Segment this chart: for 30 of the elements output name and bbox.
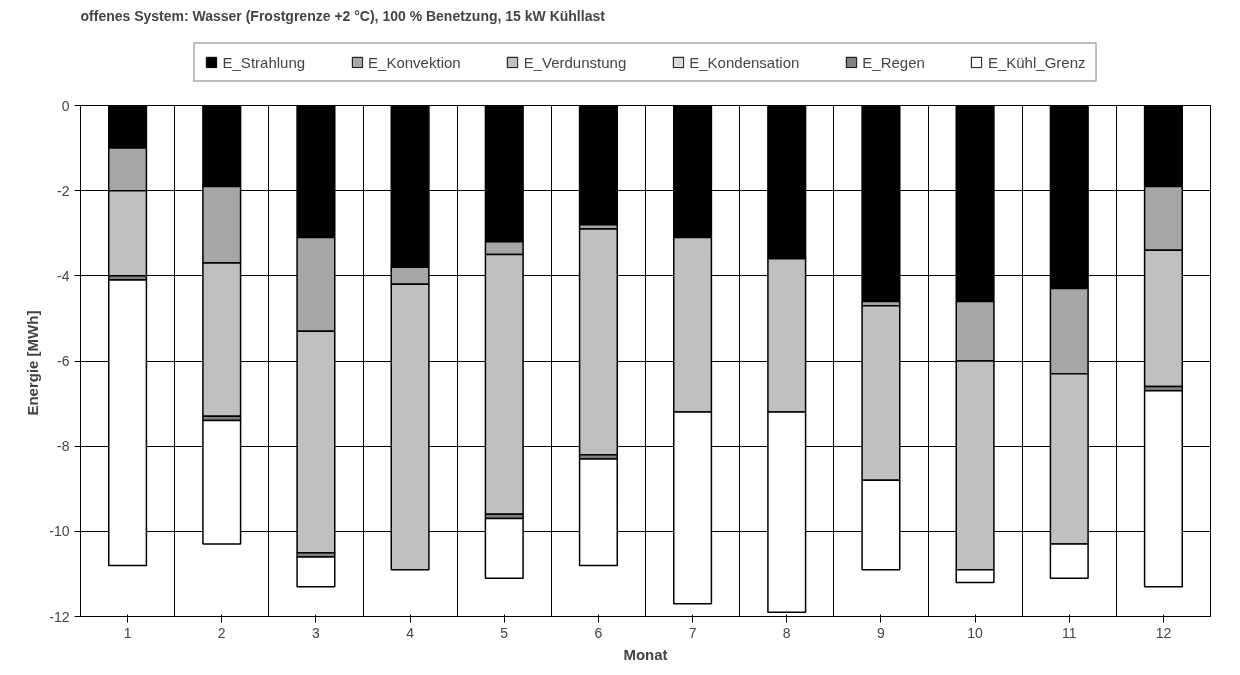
chart-title: offenes System: Wasser (Frostgrenze +2 °C), 100 % Benetzung, 15 kW Kühllast <box>80 7 606 24</box>
y-tick-label: -2 <box>57 182 70 199</box>
legend-label: E_Konvektion <box>368 53 461 70</box>
x-tick-label: 6 <box>594 624 603 641</box>
legend-label: E_Kühl_Grenz <box>987 53 1086 70</box>
y-tick-label: -10 <box>49 523 70 540</box>
x-tick-label: 7 <box>688 624 697 641</box>
bar <box>296 556 336 588</box>
bar <box>578 228 618 456</box>
x-tick-label: 5 <box>500 624 509 641</box>
x-axis-title: Monat <box>623 645 668 663</box>
x-tick-label: 10 <box>967 624 984 641</box>
x-tick-label: 4 <box>406 624 415 641</box>
y-tick-label: -4 <box>57 267 70 284</box>
y-tick-label: -8 <box>57 438 70 455</box>
x-tick-label: 11 <box>1061 624 1077 641</box>
x-tick-label: 1 <box>123 624 132 641</box>
y-tick-label: 0 <box>61 97 70 114</box>
y-axis-title: Energie [MWh] <box>24 310 42 416</box>
x-tick-label: 2 <box>217 624 226 641</box>
legend-label: E_Kondensation <box>689 53 800 70</box>
x-tick-label: 8 <box>782 624 791 641</box>
legend-label: E_Verdunstung <box>523 53 627 70</box>
legend-label: E_Strahlung <box>222 53 306 70</box>
x-tick-label: 9 <box>877 624 886 641</box>
legend-label: E_Regen <box>862 53 925 70</box>
y-tick-label: -6 <box>57 353 70 369</box>
x-tick-label: 12 <box>1155 624 1172 641</box>
x-tick-label: 3 <box>312 624 321 641</box>
y-tick-label: -12 <box>49 608 70 625</box>
